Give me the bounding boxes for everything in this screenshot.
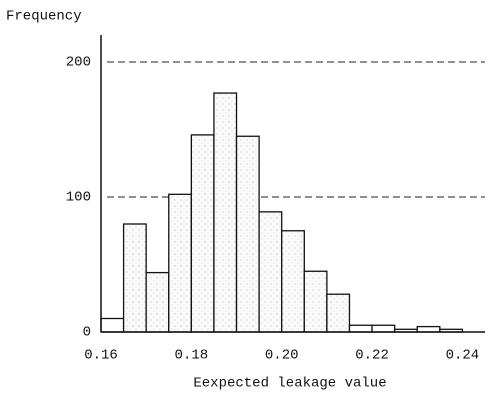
- bar: [281, 230, 305, 333]
- x-tick-label: 0.18: [175, 348, 209, 364]
- y-axis-label: Frequency: [6, 9, 82, 25]
- bar: [416, 325, 441, 333]
- bar: [258, 211, 283, 333]
- x-axis-label: Eexpected leakage value: [193, 376, 386, 392]
- bar: [190, 134, 215, 333]
- x-tick-label: 0.16: [84, 348, 118, 364]
- bar: [213, 92, 238, 333]
- bar: [303, 270, 328, 333]
- bar: [100, 317, 125, 333]
- bar: [145, 271, 170, 333]
- x-tick-label: 0.22: [355, 348, 389, 364]
- bar: [122, 223, 147, 333]
- y-tick-label: 200: [66, 55, 91, 71]
- y-tick-label: 0: [83, 325, 91, 341]
- x-tick-label: 0.24: [446, 348, 480, 364]
- x-tick-label: 0.20: [265, 348, 299, 364]
- bar: [326, 293, 351, 333]
- y-tick-label: 100: [66, 190, 91, 206]
- bar: [371, 324, 396, 333]
- bar: [348, 324, 373, 333]
- bar: [235, 135, 260, 333]
- bar: [168, 193, 193, 333]
